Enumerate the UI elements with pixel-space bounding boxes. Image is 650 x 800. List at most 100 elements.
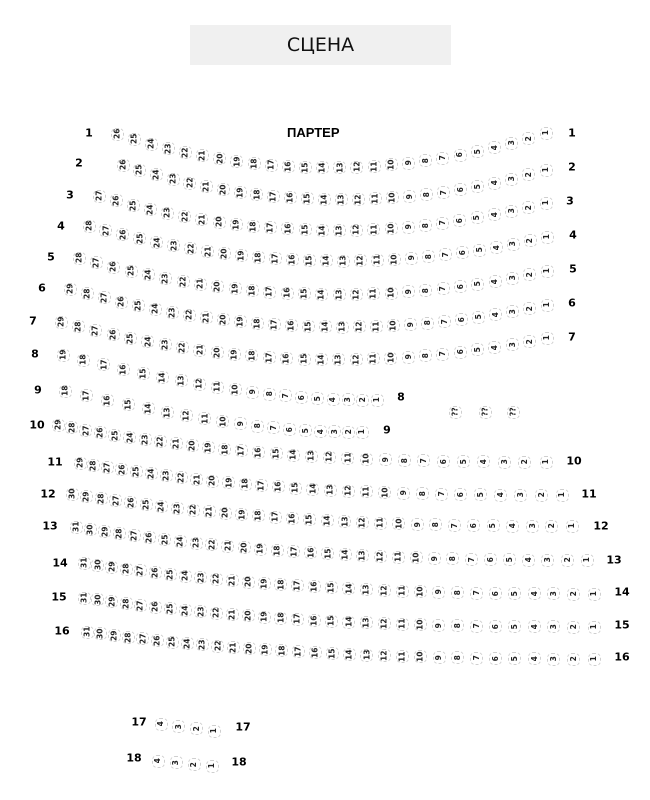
seat[interactable]: 29	[98, 525, 112, 538]
seat[interactable]: 13	[161, 405, 174, 419]
seat[interactable]: 18	[245, 349, 259, 363]
seat[interactable]: 19	[228, 282, 242, 296]
seat[interactable]: 2	[522, 200, 536, 214]
seat[interactable]: 10	[413, 585, 427, 599]
seat[interactable]: 4	[494, 488, 508, 502]
seat[interactable]: 7	[469, 586, 483, 600]
seat[interactable]: 20	[210, 345, 224, 359]
seat[interactable]: 5	[470, 211, 484, 225]
seat[interactable]: 9	[404, 251, 418, 265]
seat[interactable]: 29	[54, 315, 68, 329]
seat[interactable]: 7	[436, 151, 450, 165]
seat[interactable]: 13	[338, 514, 352, 528]
seat[interactable]: 24	[144, 467, 158, 481]
seat[interactable]: 23	[159, 469, 173, 483]
seat[interactable]: 23	[195, 638, 209, 652]
seat[interactable]: 7	[436, 216, 450, 230]
seat[interactable]: 11	[374, 516, 388, 530]
seat[interactable]: 16	[284, 319, 298, 333]
seat[interactable]: 2	[522, 131, 536, 145]
seat[interactable]: 21	[202, 505, 216, 519]
seat[interactable]: 24	[144, 137, 158, 151]
seat[interactable]: 18	[252, 250, 266, 264]
seat[interactable]: 5	[457, 455, 471, 469]
seat[interactable]: 6	[488, 652, 502, 666]
seat[interactable]: 4	[326, 392, 340, 406]
seat[interactable]: 1	[370, 393, 384, 407]
seat[interactable]: 12	[377, 617, 391, 631]
seat[interactable]: 30	[83, 522, 97, 536]
seat[interactable]: 16	[252, 445, 266, 459]
seat[interactable]: 12	[349, 352, 363, 366]
seat[interactable]: 19	[257, 610, 271, 624]
seat[interactable]: 23	[189, 536, 203, 550]
seat[interactable]: 8	[421, 316, 435, 330]
seat[interactable]: 26	[115, 463, 129, 477]
seat[interactable]: 2	[523, 301, 537, 315]
seat[interactable]: 14	[342, 647, 356, 661]
seat[interactable]: 22	[178, 209, 192, 223]
seat[interactable]: 13	[356, 549, 370, 563]
seat[interactable]: 26	[116, 158, 130, 172]
seat[interactable]: 10	[384, 158, 398, 172]
seat[interactable]: 12	[352, 320, 366, 334]
seat[interactable]: 16	[280, 351, 294, 365]
seat[interactable]: 14	[287, 448, 301, 462]
seat[interactable]: 18	[238, 477, 252, 491]
seat[interactable]: 13	[359, 583, 373, 597]
seat[interactable]: 29	[63, 282, 77, 296]
seat[interactable]: 2	[523, 268, 537, 282]
seat[interactable]: 10	[384, 221, 398, 235]
seat[interactable]: 25	[133, 232, 147, 246]
seat[interactable]: 1	[540, 264, 554, 278]
seat[interactable]: 26	[106, 328, 120, 342]
seat[interactable]: 8	[450, 619, 464, 633]
seat[interactable]: 11	[396, 649, 410, 663]
seat[interactable]: 16	[308, 613, 321, 627]
seat[interactable]: 6	[295, 390, 309, 404]
seat[interactable]: 21	[196, 149, 210, 163]
seat[interactable]: 1	[355, 425, 369, 439]
seat[interactable]: 15	[303, 254, 317, 267]
seat[interactable]: 3	[497, 455, 511, 469]
seat[interactable]: 26	[148, 600, 162, 614]
seat[interactable]: 3	[547, 652, 561, 666]
seat[interactable]: 18	[250, 316, 264, 330]
seat[interactable]: 12	[192, 377, 206, 391]
seat[interactable]: 28	[119, 597, 133, 611]
seat[interactable]: 7	[438, 314, 452, 328]
seat[interactable]: 19	[56, 348, 70, 362]
seat[interactable]: 9	[396, 486, 410, 500]
seat[interactable]: 8	[429, 518, 443, 532]
seat[interactable]: 1	[555, 488, 569, 502]
seat[interactable]: 4	[527, 587, 541, 601]
seat[interactable]: 25	[126, 198, 140, 212]
seat[interactable]: 11	[370, 253, 384, 267]
seat[interactable]: 1	[587, 652, 601, 666]
seat[interactable]: 8	[415, 487, 429, 501]
seat[interactable]: 5	[508, 587, 522, 601]
seat[interactable]: 30	[91, 558, 105, 572]
seat[interactable]: 4	[488, 176, 501, 190]
seat[interactable]: 27	[109, 494, 123, 508]
seat[interactable]: 14	[320, 514, 334, 528]
seat[interactable]: 27	[101, 461, 115, 475]
seat[interactable]: 25	[158, 533, 172, 547]
seat[interactable]: 1	[587, 620, 601, 634]
seat[interactable]: 25	[163, 567, 177, 581]
seat[interactable]: 5	[472, 243, 486, 257]
seat[interactable]: 17	[262, 350, 276, 364]
seat[interactable]: 2	[567, 620, 581, 634]
seat[interactable]: 26	[150, 634, 164, 648]
seat[interactable]: 10	[409, 551, 423, 565]
seat[interactable]: 4	[527, 620, 541, 634]
seat[interactable]: 6	[488, 586, 502, 600]
seat[interactable]: 23	[165, 305, 179, 319]
seat[interactable]: 2	[190, 722, 204, 736]
seat[interactable]: 13	[335, 320, 349, 334]
seat[interactable]: 21	[221, 539, 235, 553]
seat[interactable]: 19	[228, 347, 242, 361]
seat[interactable]: 25	[129, 465, 143, 479]
seat[interactable]: 21	[227, 640, 241, 654]
seat[interactable]: 15	[297, 287, 311, 301]
